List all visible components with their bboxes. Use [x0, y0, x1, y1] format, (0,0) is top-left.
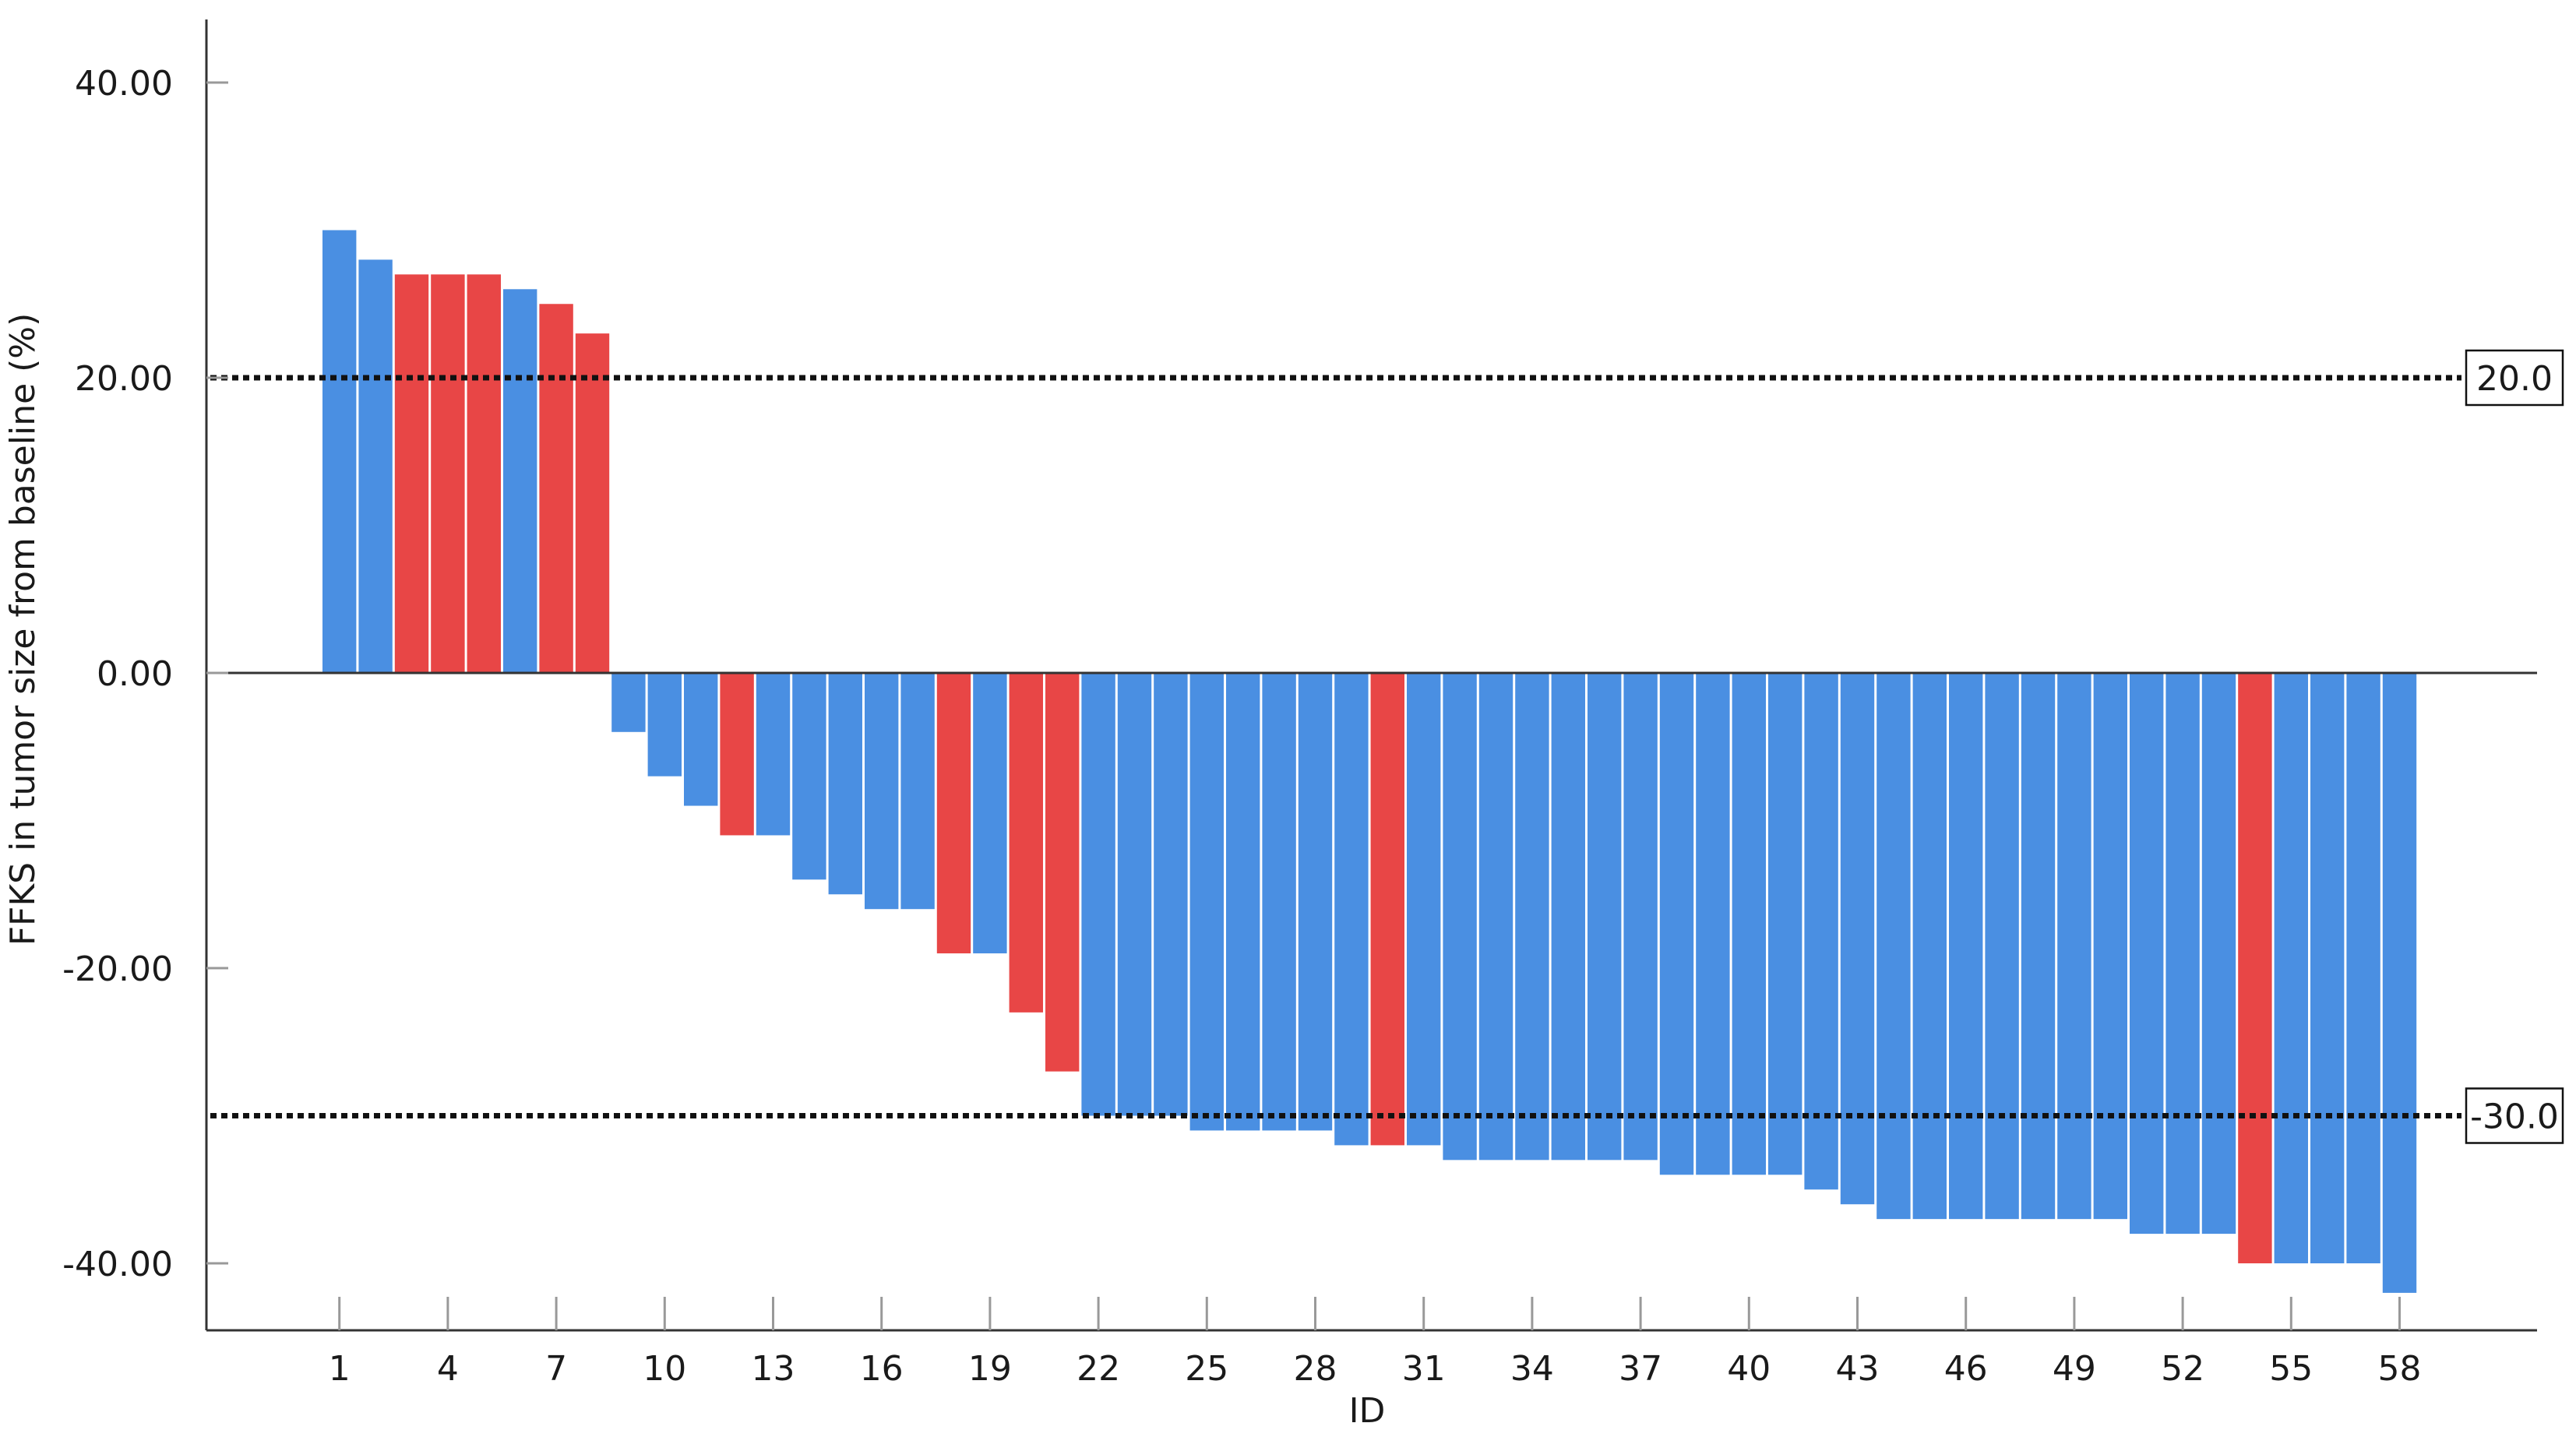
bar-id-37 [1623, 673, 1658, 1161]
bar-id-46 [1949, 673, 1983, 1220]
bar-id-57 [2346, 673, 2380, 1263]
bar-id-16 [865, 673, 899, 910]
bar-id-6 [503, 289, 537, 673]
y-ticks-group: 40.00 20.00 0.00 -20.00 -40.00 [62, 64, 228, 1284]
x-axis-title: ID [1349, 1391, 1386, 1430]
bar-id-15 [828, 673, 862, 895]
x-tick-label: 58 [2378, 1349, 2422, 1389]
x-tick-label: 37 [1619, 1349, 1662, 1389]
bar-id-50 [2093, 673, 2127, 1220]
bar-id-21 [1045, 673, 1080, 1072]
y-tick-label: 0.00 [97, 654, 173, 694]
axes-group [205, 19, 2537, 1332]
x-tick-label: 1 [329, 1349, 351, 1389]
bar-id-9 [611, 673, 646, 732]
y-tick-label: 20.00 [75, 359, 173, 399]
y-tick-label: 40.00 [75, 64, 173, 104]
x-ticks-group: 1 4 7 10 13 16 19 22 25 28 31 34 37 40 43 46 49 52 55 58 [329, 1297, 2422, 1389]
x-tick-label: 34 [1510, 1349, 1554, 1389]
bar-id-13 [756, 673, 791, 836]
x-tick-label: 4 [437, 1349, 459, 1389]
bar-id-26 [1226, 673, 1260, 1131]
bar-id-10 [647, 673, 682, 777]
bar-id-11 [684, 673, 718, 806]
bar-id-27 [1262, 673, 1296, 1131]
bar-id-39 [1696, 673, 1730, 1175]
x-tick-label: 19 [968, 1349, 1012, 1389]
bar-id-7 [539, 304, 573, 673]
bar-id-45 [1912, 673, 1947, 1220]
bar-id-53 [2201, 673, 2236, 1235]
bar-id-29 [1334, 673, 1369, 1146]
bar-id-25 [1189, 673, 1224, 1131]
bar-id-4 [431, 274, 465, 673]
reference-label-20.0: 20.0 [2476, 359, 2553, 399]
bar-id-33 [1478, 673, 1514, 1161]
bar-id-28 [1298, 673, 1333, 1131]
bar-id-17 [900, 673, 935, 910]
x-tick-label: 55 [2269, 1349, 2313, 1389]
x-tick-label: 7 [545, 1349, 567, 1389]
bar-id-34 [1515, 673, 1549, 1161]
x-tick-label: 46 [1944, 1349, 1988, 1389]
reference-label-box-20.0 [2465, 349, 2564, 407]
bar-id-41 [1768, 673, 1802, 1175]
y-tick-label: -20.00 [62, 949, 173, 989]
x-tick-label: 22 [1077, 1349, 1120, 1389]
x-tick-label: 31 [1402, 1349, 1446, 1389]
bar-id-56 [2310, 673, 2345, 1263]
x-tick-label: 10 [643, 1349, 686, 1389]
bar-id-48 [2021, 673, 2056, 1220]
bars-group [322, 230, 2417, 1293]
bar-id-2 [358, 259, 393, 673]
x-tick-label: 49 [2053, 1349, 2096, 1389]
bar-id-3 [394, 274, 429, 673]
bar-id-35 [1551, 673, 1585, 1161]
y-axis-title: FFKS in tumor size from baseline (%) [3, 313, 43, 946]
bar-id-24 [1154, 673, 1188, 1116]
bar-id-18 [936, 673, 971, 954]
x-tick-label: 25 [1185, 1349, 1228, 1389]
bar-id-54 [2238, 673, 2272, 1263]
bar-id-31 [1407, 673, 1441, 1146]
reference-label-box--30.0 [2465, 1087, 2564, 1144]
reference-lines-group: 20.0 -30.0 [210, 349, 2564, 1144]
bar-id-22 [1081, 673, 1115, 1116]
y-tick-label: -40.00 [62, 1245, 173, 1284]
bar-id-23 [1117, 673, 1152, 1116]
bar-id-12 [720, 673, 754, 836]
bar-id-8 [575, 333, 610, 673]
bar-id-52 [2165, 673, 2200, 1235]
x-tick-label: 16 [860, 1349, 904, 1389]
bar-id-49 [2057, 673, 2091, 1220]
bar-id-5 [467, 274, 501, 673]
bar-id-38 [1659, 673, 1694, 1175]
bar-id-1 [322, 230, 357, 673]
bar-id-36 [1588, 673, 1622, 1161]
bar-id-55 [2274, 673, 2308, 1263]
reference-label--30.0: -30.0 [2470, 1097, 2559, 1137]
bar-id-51 [2130, 673, 2164, 1235]
bar-id-20 [1009, 673, 1043, 1013]
bar-id-14 [792, 673, 826, 880]
x-tick-label: 52 [2161, 1349, 2204, 1389]
bar-id-30 [1370, 673, 1404, 1146]
bar-id-44 [1876, 673, 1911, 1220]
bar-id-42 [1804, 673, 1838, 1190]
x-tick-label: 13 [752, 1349, 795, 1389]
x-tick-label: 28 [1294, 1349, 1337, 1389]
bar-id-32 [1443, 673, 1477, 1161]
bar-id-40 [1732, 673, 1766, 1175]
bar-id-47 [1985, 673, 2019, 1220]
x-tick-label: 40 [1727, 1349, 1771, 1389]
x-tick-label: 43 [1836, 1349, 1880, 1389]
bar-id-43 [1840, 673, 1875, 1205]
bar-id-19 [973, 673, 1007, 954]
bar-id-58 [2382, 673, 2417, 1293]
